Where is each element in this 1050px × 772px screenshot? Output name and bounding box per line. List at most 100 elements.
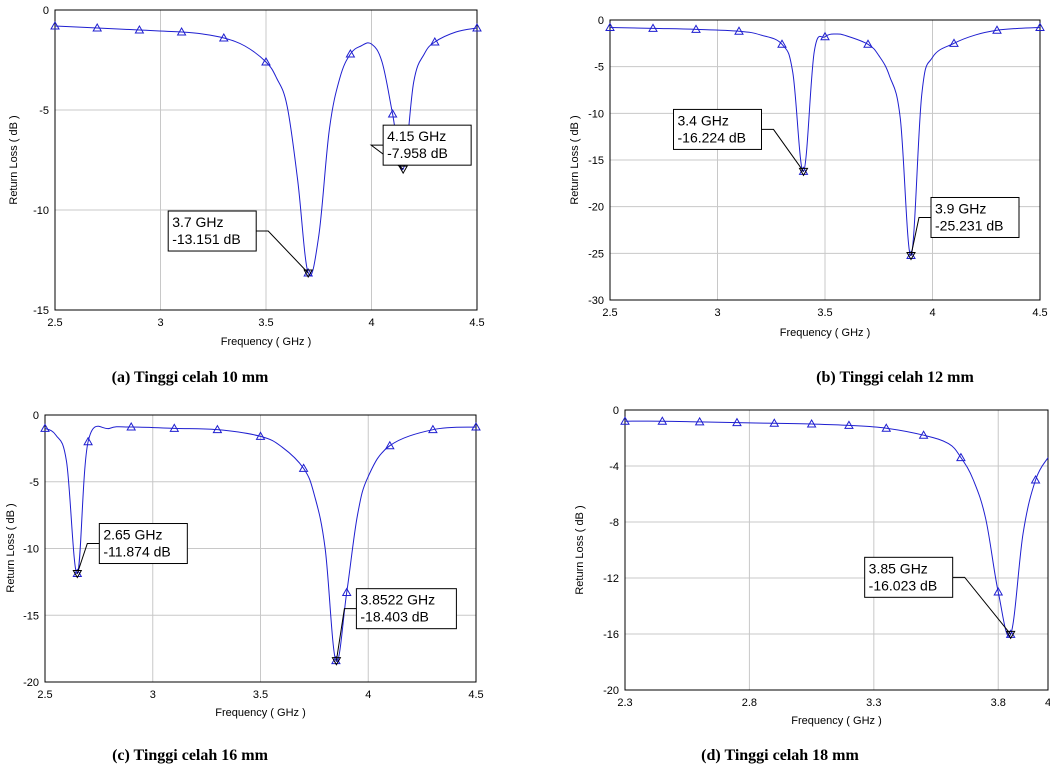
callout-box	[382, 124, 472, 166]
data-point-marker	[134, 24, 145, 34]
callout-value: -11.874 dB	[103, 544, 170, 560]
data-point-marker	[50, 20, 60, 30]
x-tick-label: 3	[157, 317, 163, 329]
plot-frame	[624, 409, 1049, 691]
x-tick-label: 3.8	[991, 697, 1006, 709]
data-point-marker	[345, 48, 356, 58]
y-tick-label: -10	[588, 108, 604, 120]
y-tick-label: -15	[588, 155, 604, 167]
data-point-marker	[387, 108, 398, 118]
y-tick-label: -8	[609, 517, 619, 529]
y-tick-label: -20	[23, 677, 39, 689]
callout-frequency: 3.9 GHz	[935, 200, 986, 216]
y-tick-label: -4	[609, 461, 619, 473]
data-point-marker	[691, 24, 701, 33]
callout-leader	[761, 128, 804, 172]
data-point-marker	[126, 422, 137, 431]
data-point-marker	[428, 424, 438, 434]
y-tick-label: 0	[598, 15, 604, 27]
plot-area	[624, 409, 1049, 691]
x-tick-label: 3	[714, 307, 720, 319]
y-tick-label: -15	[23, 610, 39, 622]
callout-marker	[906, 251, 916, 261]
callout-box	[930, 196, 1020, 238]
callout-frequency: 3.8522 GHz	[360, 592, 435, 608]
x-tick-label: 2.5	[602, 307, 617, 319]
y-tick-label: -20	[603, 685, 619, 697]
callout-value: -16.224 dB	[678, 129, 747, 145]
x-tick-label: 3.5	[253, 689, 268, 701]
x-tick-label: 2.5	[37, 689, 52, 701]
data-point-marker	[620, 416, 630, 425]
x-axis-title: Frequency ( GHz )	[215, 707, 305, 719]
data-point-marker	[949, 38, 959, 47]
callout-leader	[76, 543, 100, 574]
series-line-1	[54, 25, 478, 276]
marker-callout: 3.85 GHz -16.023 dB	[864, 556, 1012, 635]
plot-frame	[609, 19, 1041, 301]
marker-callout: 3.9 GHz -25.231 dB	[910, 196, 1020, 256]
data-point-marker	[40, 423, 50, 432]
data-point-marker	[777, 39, 787, 48]
marker-callout: 3.8522 GHz -18.403 dB	[335, 588, 457, 661]
data-point-marker	[844, 420, 854, 429]
x-tick-label: 4	[1045, 697, 1050, 709]
data-point-marker	[384, 440, 395, 450]
x-tick-label: 4.5	[468, 689, 483, 701]
data-point-marker	[734, 26, 744, 35]
panel-caption: (c) Tinggi celah 16 mm	[112, 747, 269, 764]
callout-value: -18.403 dB	[360, 609, 429, 625]
callout-box	[673, 108, 762, 150]
x-tick-label: 3.5	[258, 317, 273, 329]
callout-leader	[952, 576, 1012, 635]
callout-value: -13.151 dB	[172, 231, 241, 247]
x-axis-title: Frequency ( GHz )	[221, 336, 311, 348]
callout-marker	[1005, 630, 1016, 640]
y-axis-title: Return Loss ( dB )	[5, 503, 17, 592]
marker-callout: 2.65 GHz -11.874 dB	[76, 523, 188, 574]
marker-callout: 3.7 GHz -13.151 dB	[167, 210, 309, 274]
data-point-marker	[83, 436, 93, 446]
plot-frame	[44, 414, 477, 683]
y-tick-label: -10	[33, 205, 49, 217]
x-axis-title: Frequency ( GHz )	[780, 327, 870, 339]
chart-panel-2: 2.5 3 3.5 4 4.5 0 -5 -10 -15 -20 -25 -30 Frequency (…	[569, 15, 1048, 386]
callout-leader	[910, 216, 931, 256]
y-tick-label: 0	[43, 5, 49, 17]
data-point-marker	[694, 416, 705, 426]
callout-frequency: 3.85 GHz	[869, 560, 928, 576]
data-point-marker	[657, 416, 668, 425]
data-point-marker	[992, 25, 1002, 34]
callout-leader	[256, 230, 309, 274]
callout-value: -16.023 dB	[869, 577, 938, 593]
x-tick-label: 3.3	[866, 697, 881, 709]
data-point-marker	[806, 418, 817, 428]
callout-box	[98, 523, 188, 565]
data-point-marker	[732, 417, 742, 427]
x-tick-label: 3	[150, 689, 156, 701]
data-point-marker	[471, 422, 481, 431]
callout-box	[355, 588, 457, 630]
callout-frequency: 2.65 GHz	[103, 527, 162, 543]
callout-leader	[335, 608, 357, 661]
y-tick-label: -20	[588, 202, 604, 214]
x-tick-label: 2.8	[742, 697, 757, 709]
y-tick-label: -5	[39, 105, 49, 117]
callout-box	[864, 556, 954, 598]
data-point-marker	[918, 430, 929, 439]
y-axis-title: Return Loss ( dB )	[574, 505, 586, 594]
data-point-marker	[1035, 22, 1045, 31]
data-point-marker	[255, 431, 266, 440]
x-tick-label: 3.5	[817, 307, 832, 319]
y-tick-label: -5	[29, 477, 39, 489]
panel-caption: (a) Tinggi celah 10 mm	[112, 369, 269, 386]
data-point-marker	[176, 26, 187, 36]
y-tick-label: -30	[588, 295, 604, 307]
y-tick-label: 0	[33, 410, 39, 422]
data-point-marker	[261, 56, 271, 66]
data-point-marker	[605, 22, 615, 31]
data-point-marker	[169, 423, 180, 432]
x-tick-label: 4	[368, 317, 374, 329]
data-point-marker	[472, 22, 482, 32]
